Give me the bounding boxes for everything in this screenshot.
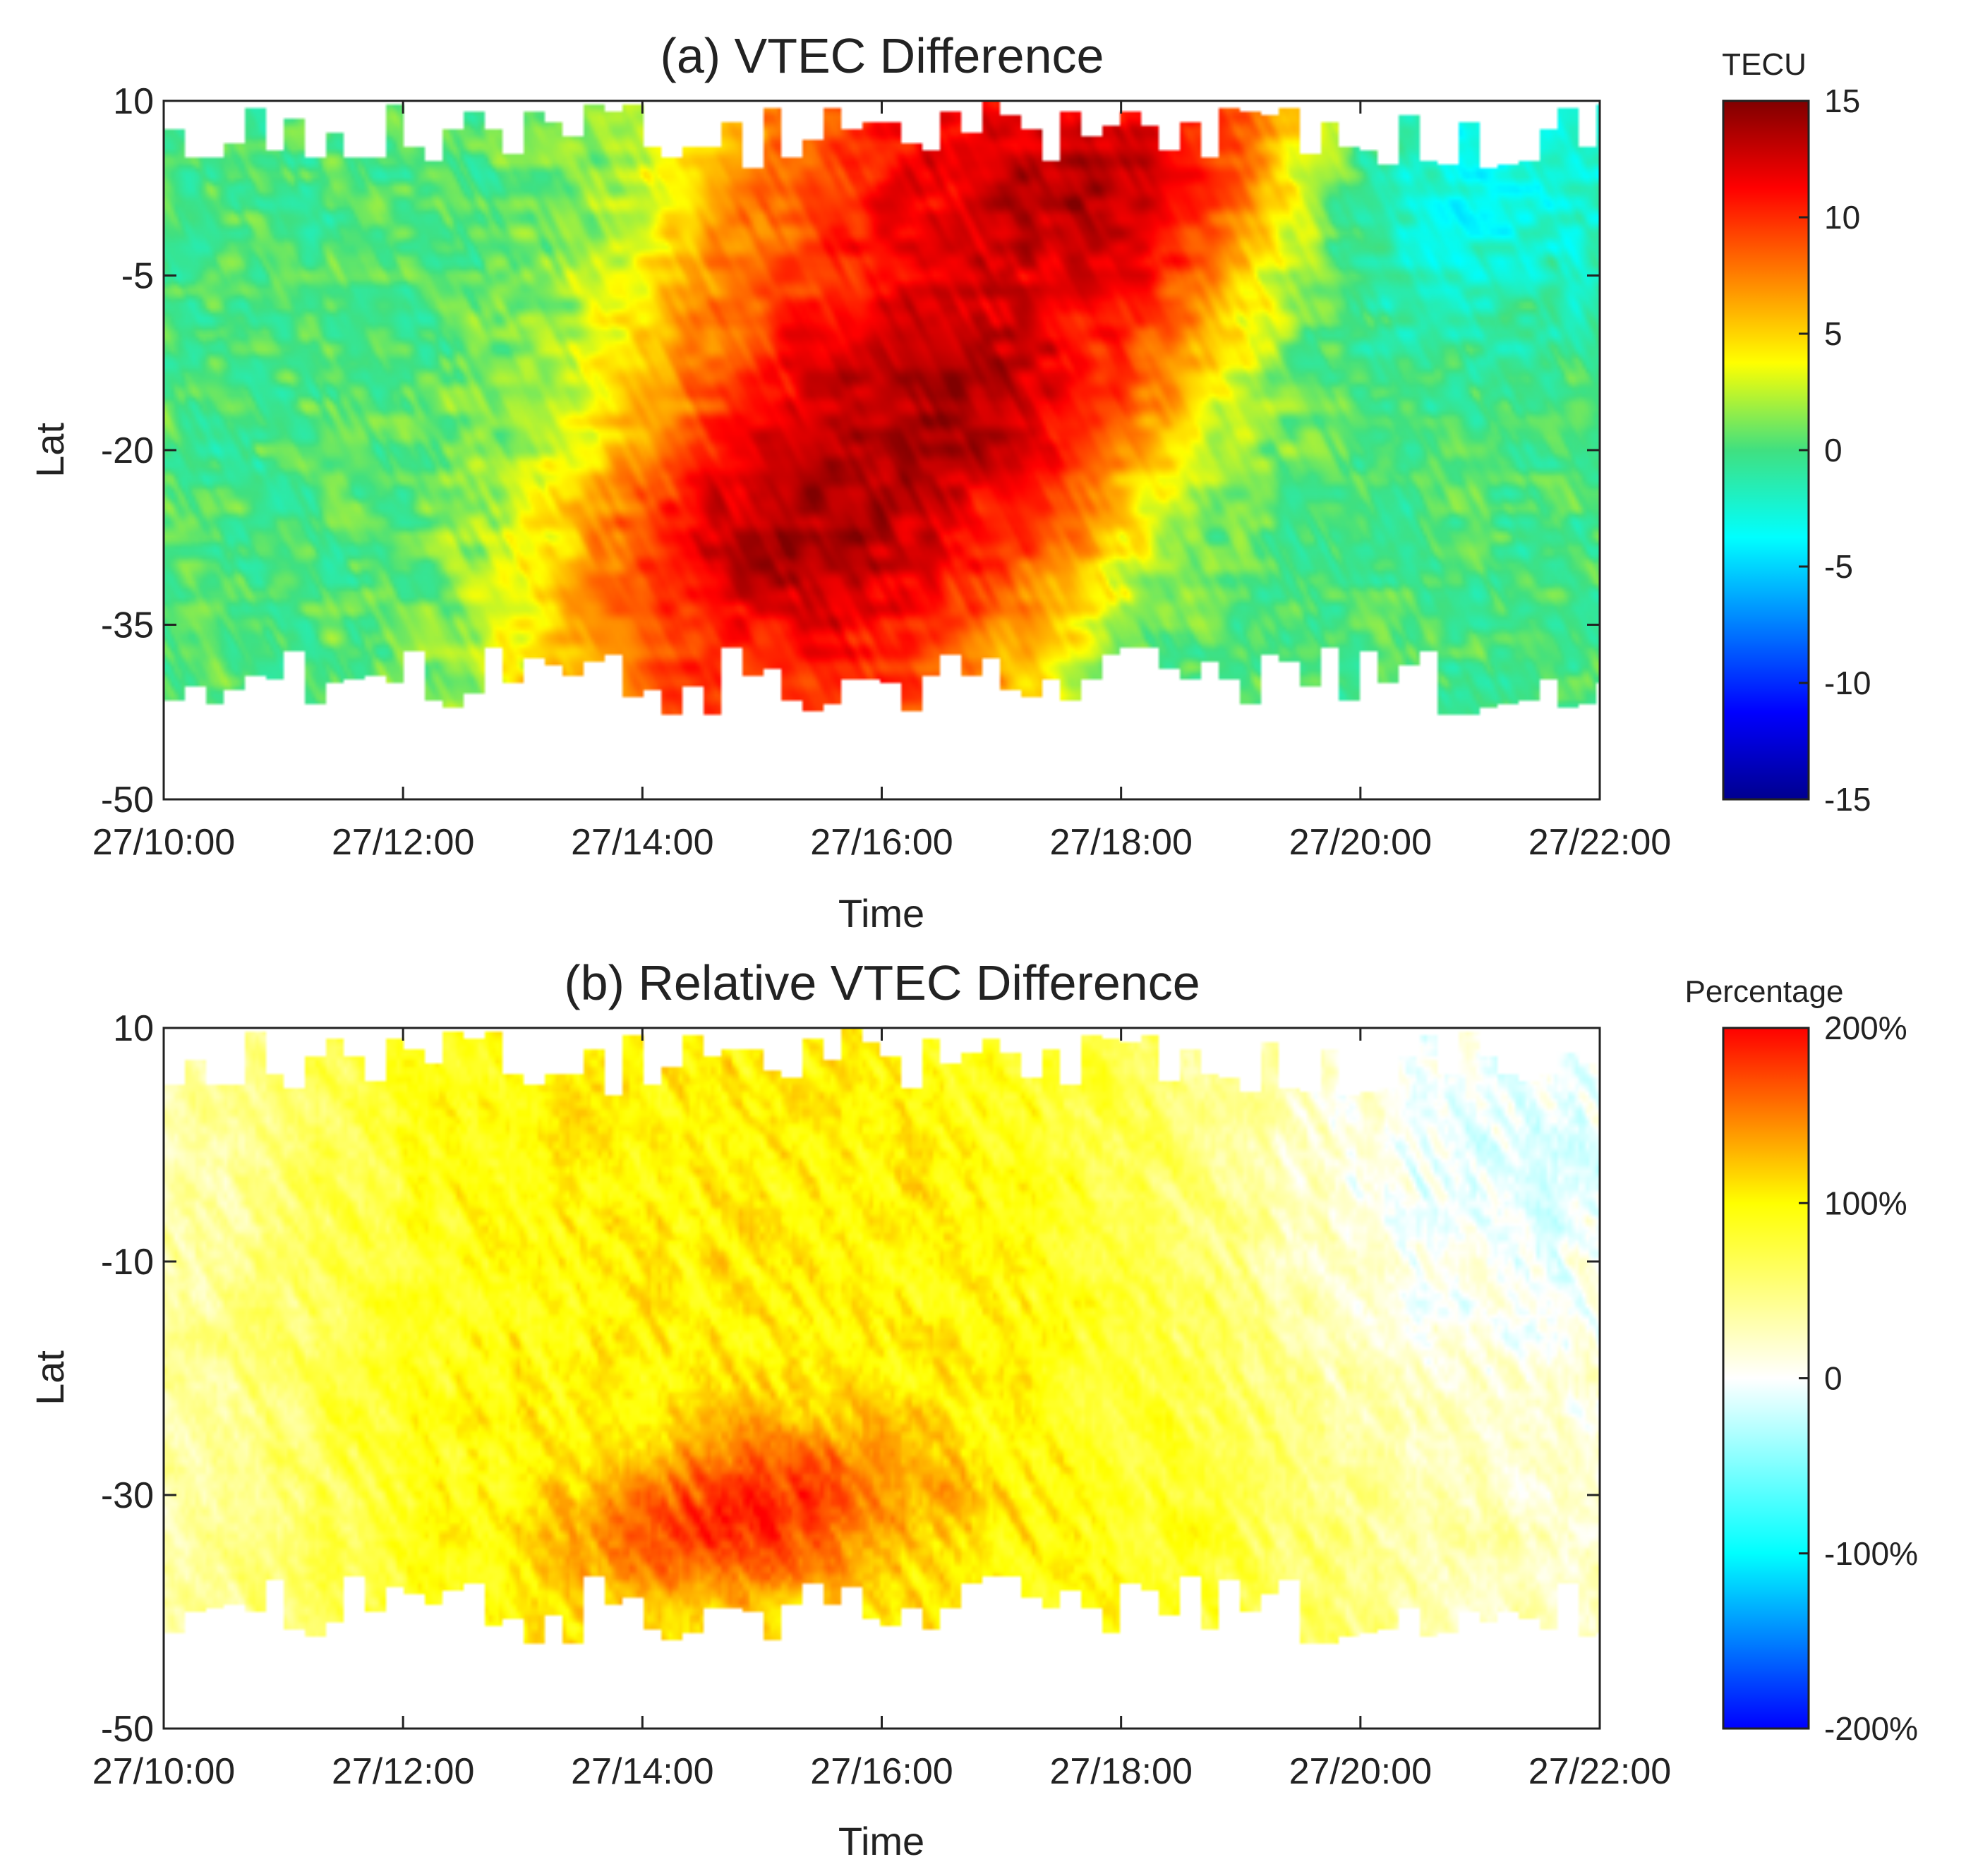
- x-tick-label: 27/22:00: [1528, 822, 1671, 863]
- colorbar-tick-label: 200%: [1824, 1010, 1907, 1046]
- x-tick-label: 27/16:00: [810, 1751, 953, 1792]
- panel-b-colorbar-ticks: 200% 100% 0 -100% -200%: [1799, 1010, 1918, 1747]
- x-tick-label: 27/20:00: [1289, 822, 1432, 863]
- y-tick-label: -50: [101, 780, 154, 821]
- panel-a-heatmap: [164, 101, 1600, 799]
- y-tick-label: -35: [101, 605, 154, 646]
- panel-a: (a) VTEC Difference 27/10:00 27/12:00 27/1…: [28, 28, 1871, 936]
- x-tick-label: 27/22:00: [1528, 1751, 1671, 1792]
- y-tick-label: -30: [101, 1475, 154, 1516]
- panel-b: (b) Relative VTEC Difference 27/10:00 27/…: [28, 955, 1918, 1863]
- colorbar-tick-label: 0: [1824, 432, 1843, 468]
- x-tick-label: 27/20:00: [1289, 1751, 1432, 1792]
- panel-b-colorbar: Percentage 200% 100% 0 -100% -200%: [1684, 974, 1918, 1747]
- panel-a-x-ticks: 27/10:00 27/12:00 27/14:00 27/16:00 27/18:00…: [92, 101, 1671, 863]
- colorbar-tick-label: -200%: [1824, 1710, 1918, 1747]
- y-tick-label: -20: [101, 430, 154, 471]
- x-tick-label: 27/12:00: [332, 1751, 474, 1792]
- panel-a-colorbar: TECU 15 10 5 0 -5 -10 -15: [1722, 47, 1871, 818]
- x-tick-label: 27/14:00: [571, 1751, 713, 1792]
- panel-b-heatmap: [164, 1028, 1600, 1729]
- panel-a-y-ticks: 10 -5 -20 -35 -50: [101, 81, 1600, 821]
- y-tick-label: 10: [113, 1008, 154, 1049]
- panel-a-colorbar-ticks: 15 10 5 0 -5 -10 -15: [1799, 83, 1871, 818]
- panel-b-x-label: Time: [838, 1819, 924, 1863]
- colorbar-tick-label: -100%: [1824, 1535, 1918, 1572]
- panel-b-x-ticks: 27/10:00 27/12:00 27/14:00 27/16:00 27/18:00…: [92, 1028, 1671, 1792]
- y-tick-label: -10: [101, 1242, 154, 1283]
- colorbar-tick-label: 0: [1824, 1360, 1843, 1397]
- x-tick-label: 27/10:00: [92, 1751, 235, 1792]
- colorbar-tick-label: 15: [1824, 83, 1860, 119]
- panel-a-colorbar-label: TECU: [1722, 47, 1807, 82]
- colorbar-tick-label: 5: [1824, 315, 1843, 352]
- y-tick-label: -50: [101, 1709, 154, 1750]
- x-tick-label: 27/12:00: [332, 822, 474, 863]
- x-tick-label: 27/16:00: [810, 822, 953, 863]
- x-tick-label: 27/18:00: [1049, 822, 1192, 863]
- panel-a-y-label: Lat: [28, 423, 72, 478]
- y-tick-label: 10: [113, 81, 154, 122]
- panel-a-title: (a) VTEC Difference: [661, 28, 1104, 83]
- panel-a-x-label: Time: [838, 891, 924, 936]
- panel-b-y-label: Lat: [28, 1350, 72, 1405]
- panel-b-y-ticks: 10 -10 -30 -50: [101, 1008, 1600, 1750]
- panel-b-title: (b) Relative VTEC Difference: [564, 955, 1200, 1010]
- x-tick-label: 27/18:00: [1049, 1751, 1192, 1792]
- x-tick-label: 27/14:00: [571, 822, 713, 863]
- panel-a-colorbar-bar: [1722, 99, 1810, 801]
- colorbar-tick-label: -15: [1824, 781, 1871, 818]
- colorbar-tick-label: 100%: [1824, 1185, 1907, 1221]
- panel-b-colorbar-label: Percentage: [1684, 974, 1843, 1009]
- colorbar-tick-label: -5: [1824, 548, 1853, 585]
- colorbar-tick-label: 10: [1824, 199, 1860, 236]
- panel-b-colorbar-bar: [1722, 1027, 1810, 1730]
- y-tick-label: -5: [121, 256, 154, 297]
- colorbar-tick-label: -10: [1824, 665, 1871, 701]
- x-tick-label: 27/10:00: [92, 822, 235, 863]
